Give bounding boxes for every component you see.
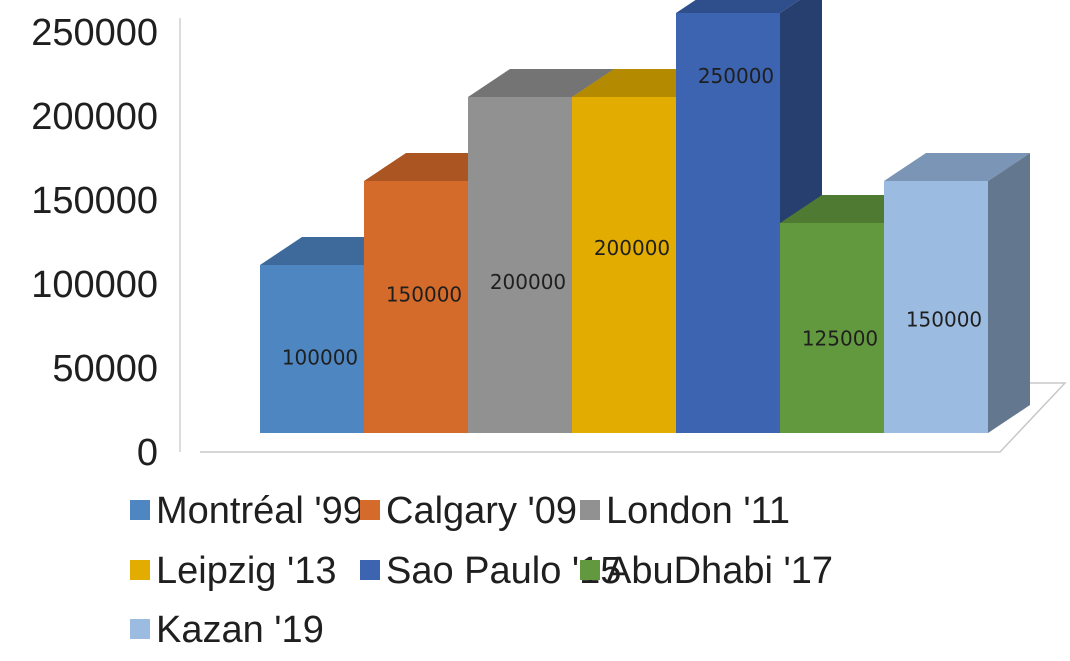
- legend-label: Leipzig '13: [156, 550, 337, 592]
- bar-front-face: [260, 265, 364, 433]
- legend-label: London '11: [606, 490, 790, 532]
- data-label: 250000: [698, 64, 774, 88]
- bar-front-face: [468, 97, 572, 433]
- legend-label: Montréal '99: [156, 490, 364, 532]
- legend-swatch: [580, 500, 600, 520]
- bar-side-face: [988, 153, 1030, 433]
- legend-label: Kazan '19: [156, 609, 324, 651]
- legend-swatch: [130, 619, 150, 639]
- legend-swatch: [130, 500, 150, 520]
- data-labels: 100000 150000 200000 200000 250000 125000 1500…: [282, 64, 982, 369]
- data-label: 100000: [282, 345, 358, 369]
- bar-front-face: [884, 181, 988, 433]
- legend-swatch: [360, 500, 380, 520]
- bar-front-face: [780, 223, 884, 433]
- legend-item: Montréal '99: [130, 490, 364, 532]
- legend-item: London '11: [580, 490, 790, 532]
- data-label: 200000: [490, 270, 566, 294]
- bar-top-face: [884, 153, 1030, 181]
- bar-top-face: [676, 0, 800, 13]
- y-tick-label: 100000: [31, 264, 158, 306]
- bars: [260, 0, 1030, 433]
- bar-top-face: [468, 69, 614, 97]
- data-label: 200000: [594, 236, 670, 260]
- bar: [884, 153, 1030, 433]
- legend-label: Calgary '09: [386, 490, 577, 532]
- data-label: 150000: [386, 282, 462, 306]
- legend-item: Calgary '09: [360, 490, 577, 532]
- legend-swatch: [580, 560, 600, 580]
- bar-front-face: [364, 181, 468, 433]
- data-label: 150000: [906, 308, 982, 332]
- y-axis-ticks: 0 50000 100000 150000 200000 250000: [31, 12, 158, 474]
- legend-item: AbuDhabi '17: [580, 550, 833, 592]
- y-tick-label: 250000: [31, 12, 158, 54]
- legend-swatch: [130, 560, 150, 580]
- y-tick-label: 200000: [31, 96, 158, 138]
- legend: Montréal '99 Calgary '09 London '11 Leipzig…: [130, 490, 833, 651]
- bar-front-face: [676, 13, 780, 433]
- legend-item: Kazan '19: [130, 609, 324, 651]
- y-tick-label: 0: [137, 432, 158, 474]
- y-tick-label: 50000: [52, 348, 158, 390]
- legend-label: AbuDhabi '17: [606, 550, 833, 592]
- data-label: 125000: [802, 327, 878, 351]
- bar-front-face: [572, 97, 676, 433]
- legend-item: Leipzig '13: [130, 550, 337, 592]
- legend-swatch: [360, 560, 380, 580]
- y-tick-label: 150000: [31, 180, 158, 222]
